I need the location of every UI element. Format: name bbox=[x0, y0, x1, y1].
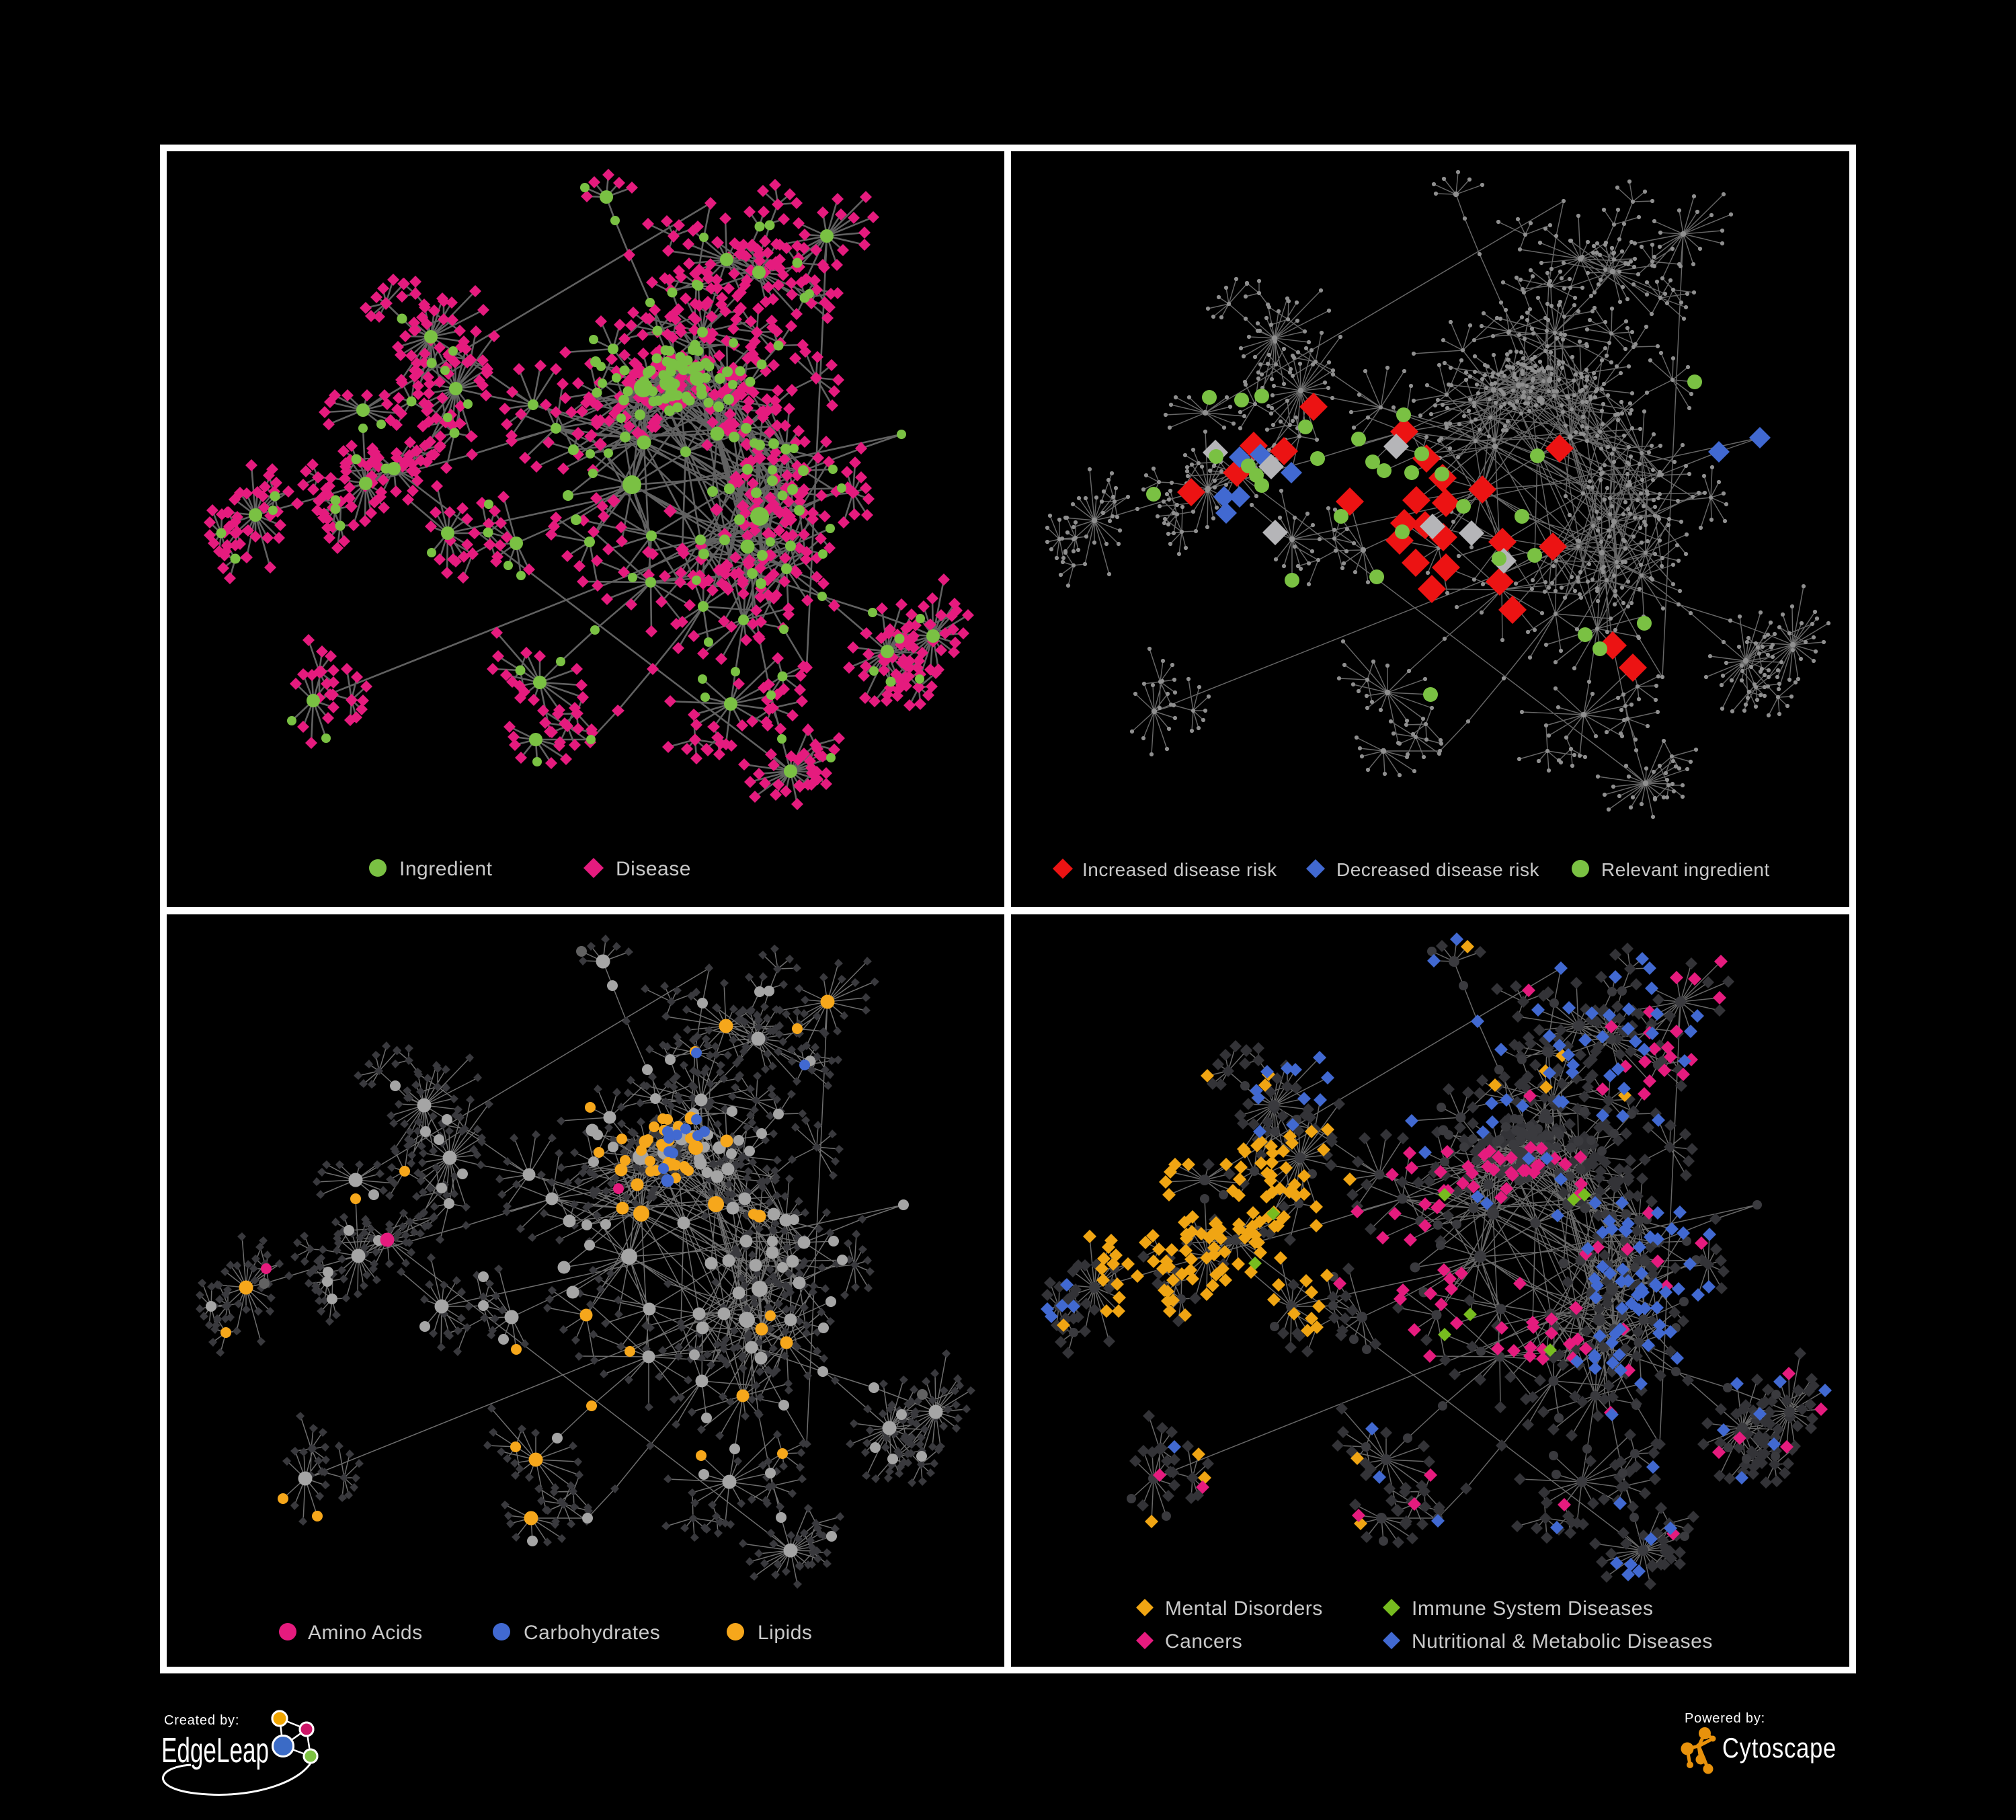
svg-text:Increased disease risk: Increased disease risk bbox=[1082, 859, 1277, 880]
svg-text:EdgeLeap: EdgeLeap bbox=[161, 1731, 269, 1770]
svg-text:Disease: Disease bbox=[616, 858, 691, 880]
svg-text:Carbohydrates: Carbohydrates bbox=[524, 1622, 660, 1644]
svg-text:Created by:: Created by: bbox=[164, 1713, 239, 1728]
svg-text:Mental Disorders: Mental Disorders bbox=[1165, 1597, 1323, 1620]
svg-text:Decreased disease risk: Decreased disease risk bbox=[1336, 859, 1540, 880]
svg-text:Cytoscape: Cytoscape bbox=[1722, 1732, 1837, 1764]
svg-text:Cancers: Cancers bbox=[1165, 1630, 1242, 1653]
svg-text:Nutritional & Metabolic Diseas: Nutritional & Metabolic Diseases bbox=[1412, 1630, 1713, 1653]
svg-text:Powered by:: Powered by: bbox=[1685, 1711, 1765, 1726]
svg-text:Lipids: Lipids bbox=[758, 1622, 812, 1644]
svg-text:Ingredient: Ingredient bbox=[399, 858, 493, 880]
svg-text:Immune System Diseases: Immune System Diseases bbox=[1412, 1597, 1653, 1620]
svg-text:Amino Acids: Amino Acids bbox=[308, 1622, 423, 1644]
svg-text:Relevant ingredient: Relevant ingredient bbox=[1601, 859, 1770, 880]
